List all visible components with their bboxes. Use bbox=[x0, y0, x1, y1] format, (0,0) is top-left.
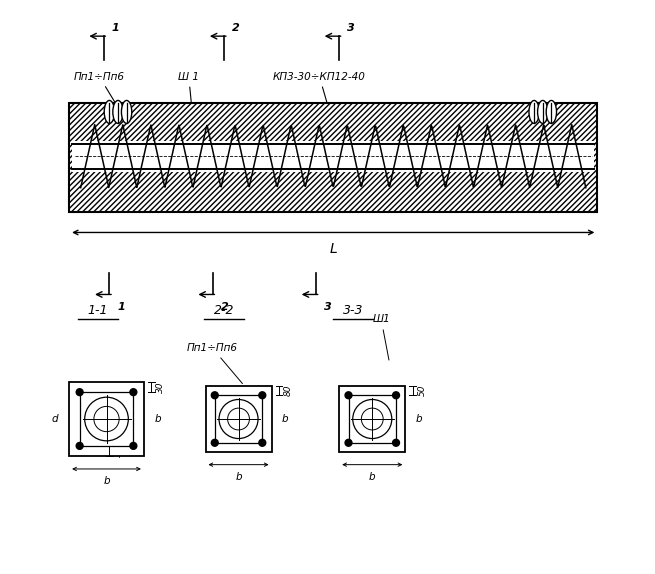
Text: 30: 30 bbox=[156, 381, 165, 393]
Circle shape bbox=[392, 392, 400, 399]
Text: b: b bbox=[154, 414, 160, 424]
Bar bbox=[215, 395, 262, 443]
Text: 2-2: 2-2 bbox=[214, 304, 234, 317]
Bar bbox=[206, 386, 272, 452]
Circle shape bbox=[259, 439, 266, 446]
Circle shape bbox=[345, 439, 352, 446]
Text: d: d bbox=[51, 414, 58, 424]
Text: 1: 1 bbox=[111, 23, 119, 33]
Ellipse shape bbox=[121, 100, 132, 123]
Text: 50: 50 bbox=[417, 385, 426, 397]
Circle shape bbox=[130, 389, 137, 395]
Text: b: b bbox=[103, 476, 110, 486]
Bar bbox=[69, 382, 144, 456]
Text: КП3-30÷КП12-40: КП3-30÷КП12-40 bbox=[273, 72, 366, 102]
Text: b: b bbox=[235, 472, 242, 482]
Text: L: L bbox=[329, 242, 337, 256]
Circle shape bbox=[362, 408, 383, 430]
Ellipse shape bbox=[538, 100, 548, 123]
Ellipse shape bbox=[113, 100, 123, 123]
Ellipse shape bbox=[104, 100, 115, 123]
Text: Пп1÷Пп6: Пп1÷Пп6 bbox=[187, 343, 242, 383]
Text: 3: 3 bbox=[324, 302, 332, 312]
Circle shape bbox=[212, 439, 218, 446]
Bar bbox=[69, 103, 597, 212]
Circle shape bbox=[212, 392, 218, 399]
Bar bbox=[348, 395, 396, 443]
Circle shape bbox=[353, 400, 392, 439]
Bar bbox=[72, 141, 594, 172]
Text: 2: 2 bbox=[221, 302, 229, 312]
Text: 80: 80 bbox=[284, 385, 293, 397]
Ellipse shape bbox=[546, 100, 557, 123]
Circle shape bbox=[259, 392, 266, 399]
Text: b: b bbox=[416, 414, 422, 424]
Circle shape bbox=[392, 439, 400, 446]
Text: b: b bbox=[282, 414, 288, 424]
Text: Ш 1: Ш 1 bbox=[178, 72, 199, 102]
Bar bbox=[80, 392, 134, 446]
Circle shape bbox=[94, 406, 119, 432]
Text: 2: 2 bbox=[233, 23, 240, 33]
Circle shape bbox=[130, 443, 137, 449]
Circle shape bbox=[345, 392, 352, 399]
Bar bbox=[69, 103, 597, 212]
Circle shape bbox=[84, 397, 128, 441]
Ellipse shape bbox=[529, 100, 539, 123]
Text: 1: 1 bbox=[117, 302, 125, 312]
Text: 3-3: 3-3 bbox=[343, 304, 364, 317]
Text: 3: 3 bbox=[347, 23, 355, 33]
Text: 30: 30 bbox=[114, 445, 123, 457]
Text: Пп1÷Пп6: Пп1÷Пп6 bbox=[74, 72, 125, 102]
Text: Ш1: Ш1 bbox=[372, 315, 390, 360]
Text: b: b bbox=[369, 472, 375, 482]
Circle shape bbox=[219, 400, 258, 439]
Text: 1-1: 1-1 bbox=[88, 304, 108, 317]
Circle shape bbox=[76, 389, 83, 395]
Circle shape bbox=[228, 408, 250, 430]
Bar bbox=[339, 386, 405, 452]
Circle shape bbox=[76, 443, 83, 449]
